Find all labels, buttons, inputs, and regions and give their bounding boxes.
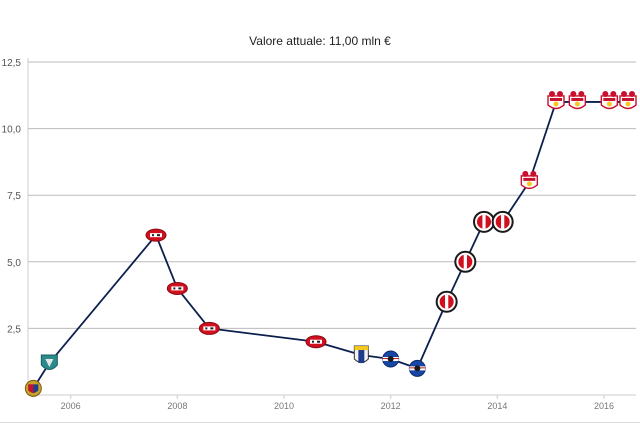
club-southampton-crest-icon[interactable] bbox=[619, 90, 637, 110]
club-feyenoord-crest-icon[interactable] bbox=[473, 210, 495, 233]
axis-layer: 2,5 5,0 7,5 10,0 12,5 2006 2008 2010 2012 2014 201… bbox=[2, 58, 636, 411]
club-southampton-crest-icon[interactable] bbox=[568, 90, 587, 110]
x-tick-label: 2008 bbox=[167, 401, 187, 411]
club-parma-crest-icon[interactable] bbox=[353, 345, 369, 364]
grid-layer bbox=[28, 61, 636, 329]
y-tick-label: 10,0 bbox=[2, 125, 22, 136]
club-feyenoord-crest-icon[interactable] bbox=[435, 290, 458, 313]
badge-layer bbox=[24, 90, 637, 397]
club-red-blue-crest-icon[interactable] bbox=[24, 379, 42, 397]
club-red-az-crest-icon[interactable] bbox=[198, 321, 220, 335]
x-tick-label: 2010 bbox=[274, 401, 294, 411]
y-tick-label: 2,5 bbox=[7, 324, 21, 335]
x-tick-label: 2014 bbox=[487, 401, 507, 411]
club-southampton-crest-icon[interactable] bbox=[520, 170, 539, 190]
line-layer bbox=[32, 101, 628, 389]
y-tick-label: 7,5 bbox=[7, 191, 21, 202]
club-sampdoria-crest-icon[interactable] bbox=[408, 359, 426, 377]
club-sampdoria-crest-icon[interactable] bbox=[382, 350, 400, 368]
series-line bbox=[32, 101, 628, 389]
y-tick-label: 12,5 bbox=[2, 58, 22, 69]
club-feyenoord-crest-icon[interactable] bbox=[454, 250, 477, 273]
x-tick-label: 2006 bbox=[61, 401, 81, 411]
x-tick-label: 2016 bbox=[594, 401, 614, 411]
chart-title: Valore attuale: 11,00 mln € bbox=[249, 34, 391, 48]
club-red-az-crest-icon[interactable] bbox=[145, 228, 167, 242]
club-southampton-crest-icon[interactable] bbox=[547, 90, 565, 110]
club-red-az-crest-icon[interactable] bbox=[305, 335, 327, 349]
bottom-divider bbox=[0, 422, 640, 423]
x-tick-label: 2012 bbox=[381, 401, 401, 411]
club-teal-crest-icon[interactable] bbox=[40, 354, 58, 371]
club-southampton-crest-icon[interactable] bbox=[600, 90, 619, 110]
y-tick-label: 5,0 bbox=[7, 258, 21, 269]
club-feyenoord-crest-icon[interactable] bbox=[491, 210, 514, 233]
club-red-az-crest-icon[interactable] bbox=[166, 281, 188, 295]
